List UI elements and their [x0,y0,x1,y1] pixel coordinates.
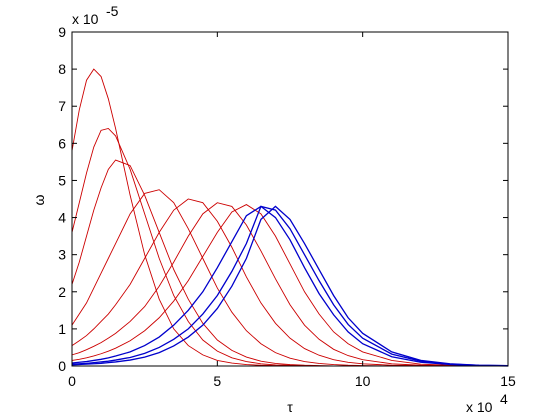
series-line [71,202,508,367]
y-tick-label: 6 [58,135,66,151]
series-line [71,205,509,367]
x-tick-label: 5 [213,373,221,389]
y-axis-label: ω [31,194,47,205]
series-line [71,204,509,367]
x-tick-label: 10 [355,373,371,389]
y-tick-label: 9 [58,24,66,40]
y-tick-label: 3 [58,247,66,263]
x-tick-label: 15 [500,373,516,389]
plot-frame [71,31,509,367]
y-tick-label: 1 [58,321,66,337]
y-tick-label: 5 [58,172,66,188]
series-line [71,205,509,367]
x-tick-label: 0 [68,373,76,389]
y-multiplier-exponent: -5 [106,3,119,19]
series-line [71,198,508,367]
series-line [71,205,509,367]
y-tick-label: 2 [58,284,66,300]
x-axis-label: τ [287,399,293,415]
y-tick-label: 0 [58,358,66,374]
x-multiplier-exponent: 4 [500,391,508,407]
y-tick-label: 8 [58,61,66,77]
y-tick-label: 7 [58,98,66,114]
y-multiplier: x 10 [72,11,99,27]
x-multiplier: x 10 [466,399,493,415]
y-tick-label: 4 [58,210,66,226]
